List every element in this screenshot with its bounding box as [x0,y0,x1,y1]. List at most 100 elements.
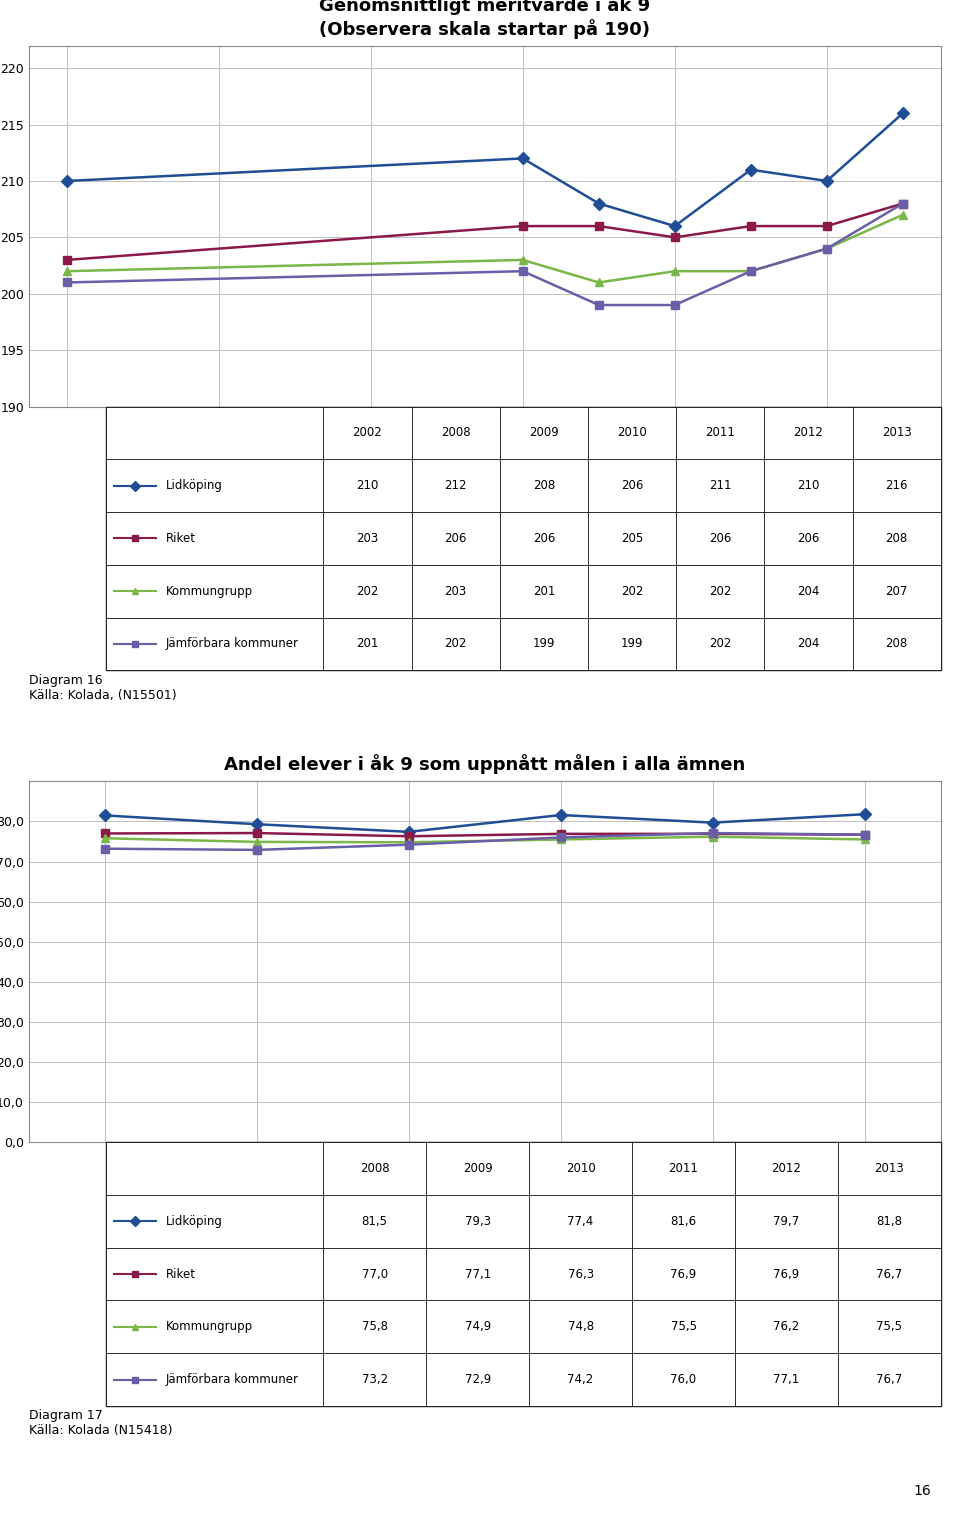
Lidköping [707,814,718,832]
Kommungrupp [707,827,718,846]
Text: 74,2: 74,2 [567,1373,593,1386]
Text: 2008: 2008 [360,1162,390,1176]
Riket [707,824,718,843]
Text: 201: 201 [533,584,555,598]
Jämförbara kommuner [897,195,908,213]
Text: 79,7: 79,7 [774,1215,800,1227]
Text: 2009: 2009 [529,426,559,440]
Bar [324,406,412,459]
Bar [412,459,500,513]
Text: 77,1: 77,1 [465,1267,491,1281]
Bar [852,459,941,513]
Text: 208: 208 [885,637,908,651]
Jämförbara kommuner [517,262,529,280]
Text: 2012: 2012 [794,426,824,440]
Text: 2012: 2012 [772,1162,802,1176]
Bar [852,564,941,618]
Bar [324,513,412,564]
Text: Kommungrupp: Kommungrupp [166,584,252,598]
Text: 16: 16 [914,1484,931,1498]
Bar [764,459,852,513]
Text: 205: 205 [621,532,643,545]
Lidköping [555,806,566,824]
Text: 76,0: 76,0 [670,1373,697,1386]
Bar [588,618,676,671]
Bar [676,459,764,513]
Jämförbara kommuner [61,274,73,292]
Lidköping [251,815,262,834]
Text: 216: 216 [885,479,908,493]
Riket [821,218,832,236]
Jämförbara kommuner [251,841,262,859]
Text: 2010: 2010 [565,1162,595,1176]
Text: 2009: 2009 [463,1162,492,1176]
Text: 202: 202 [356,584,378,598]
Bar [588,459,676,513]
Bar [676,564,764,618]
Kommungrupp [251,832,262,850]
Text: 202: 202 [444,637,467,651]
Text: 2013: 2013 [882,426,912,440]
Text: 76,7: 76,7 [876,1267,902,1281]
Text: 199: 199 [533,637,555,651]
Text: Riket: Riket [166,1267,196,1281]
Text: 210: 210 [356,479,378,493]
Text: 199: 199 [621,637,643,651]
Lidköping [403,823,415,841]
Text: 203: 203 [444,584,467,598]
Text: 2011: 2011 [706,426,735,440]
Text: 206: 206 [621,479,643,493]
Text: 77,4: 77,4 [567,1215,593,1227]
Text: 74,8: 74,8 [567,1320,593,1334]
Text: 75,5: 75,5 [876,1320,902,1334]
Title: Genomsnittligt meritvärde i åk 9
(Observera skala startar på 190): Genomsnittligt meritvärde i åk 9 (Observ… [320,0,650,38]
Riket [859,826,871,844]
Bar [500,459,588,513]
Text: 72,9: 72,9 [465,1373,491,1386]
Text: 75,8: 75,8 [362,1320,388,1334]
Bar [676,406,764,459]
Riket [555,824,566,843]
Line: Jämförbara kommuner: Jämförbara kommuner [101,829,869,855]
Riket [669,228,681,246]
Bar [852,406,941,459]
Text: 208: 208 [885,532,908,545]
Bar [676,513,764,564]
Kommungrupp [61,262,73,280]
Line: Kommungrupp: Kommungrupp [62,210,907,286]
Kommungrupp [897,205,908,224]
Text: Diagram 17
Källa: Kolada (N15418): Diagram 17 Källa: Kolada (N15418) [29,1410,172,1437]
Line: Lidköping: Lidköping [62,110,907,230]
Bar [324,459,412,513]
Text: 202: 202 [709,584,732,598]
Text: 76,7: 76,7 [876,1373,902,1386]
Text: Lidköping: Lidköping [166,479,223,493]
Bar [764,513,852,564]
Lidköping [821,172,832,190]
Lidköping [745,161,756,179]
Bar [764,618,852,671]
Text: 74,9: 74,9 [465,1320,491,1334]
Bar [500,513,588,564]
Bar [500,618,588,671]
Bar [324,564,412,618]
Text: Riket: Riket [166,532,196,545]
Text: 76,9: 76,9 [670,1267,697,1281]
Text: 73,2: 73,2 [362,1373,388,1386]
Text: 206: 206 [798,532,820,545]
Jämförbara kommuner [859,826,871,844]
Jämförbara kommuner [99,840,110,858]
Bar [412,406,500,459]
Text: 204: 204 [798,637,820,651]
Jämförbara kommuner [593,297,605,315]
Kommungrupp [859,830,871,849]
Riket [403,827,415,846]
Text: 212: 212 [444,479,467,493]
Text: Lidköping: Lidköping [166,1215,223,1227]
Bar [764,406,852,459]
Jämförbara kommuner [669,297,681,315]
Bar [852,513,941,564]
Kommungrupp [517,251,529,269]
Kommungrupp [593,274,605,292]
Riket [61,251,73,269]
